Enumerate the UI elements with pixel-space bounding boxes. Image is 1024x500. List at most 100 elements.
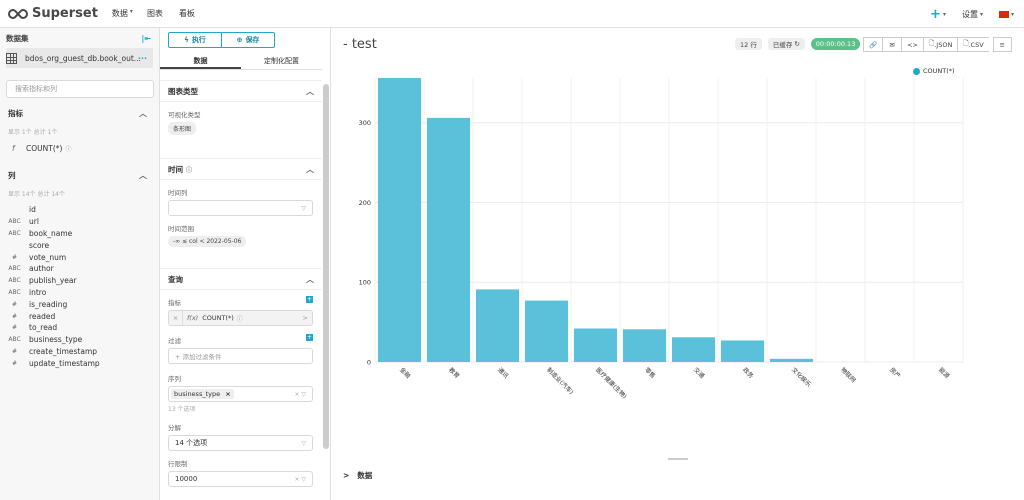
bar[interactable] — [475, 289, 520, 362]
add-metric-icon[interactable]: + — [306, 296, 313, 303]
run-label: 执行 — [191, 36, 206, 44]
column-item[interactable]: # create_timestamp — [0, 346, 159, 358]
x-tick-label: 文化娱乐 — [790, 366, 813, 389]
duration-badge: 00:00:00.13 — [810, 38, 861, 50]
new-plus-icon[interactable]: + — [930, 6, 941, 22]
resize-handle[interactable] — [668, 458, 688, 460]
more-options-icon[interactable]: ··· — [137, 53, 147, 63]
column-item[interactable]: ABC book_name — [0, 228, 159, 240]
column-item[interactable]: ABC business_type — [0, 334, 159, 346]
tab-data[interactable]: 数据 — [160, 52, 241, 69]
data-section-toggle[interactable]: > 数据 — [343, 470, 372, 481]
x-tick-label: 教育 — [447, 366, 461, 380]
bar[interactable] — [622, 329, 667, 362]
series-select[interactable]: business_type × × ▽ — [168, 386, 313, 402]
bar[interactable] — [377, 78, 422, 362]
file-icon: 🗋 — [963, 39, 969, 47]
metrics-field-text: 指标 — [168, 299, 181, 307]
series-tag: business_type × — [171, 389, 234, 399]
chart-type-header[interactable]: 图表类型 ︿ — [160, 80, 322, 102]
remove-icon[interactable]: × — [169, 311, 183, 325]
columns-section-header[interactable]: 列 ︿ — [0, 165, 159, 185]
info-icon[interactable]: ⓘ — [186, 166, 193, 174]
embed-code-icon[interactable]: <> — [901, 37, 923, 52]
column-item[interactable]: # is_reading — [0, 298, 159, 310]
metric-select[interactable]: × f(x) COUNT(*) ⓘ > — [168, 310, 313, 326]
column-type-icon: # — [11, 347, 18, 355]
time-column-select[interactable]: ▽ — [168, 200, 313, 216]
metrics-hint: 显示 1个 总计 1个 — [8, 129, 58, 136]
metric-value: COUNT(*) — [202, 314, 234, 322]
bar[interactable] — [573, 328, 618, 362]
breakdown-select[interactable]: 14 个选项 ▽ — [168, 435, 313, 451]
column-item[interactable]: id — [0, 204, 159, 216]
json-label: .JSON — [934, 40, 953, 49]
superset-logo[interactable]: Superset — [8, 6, 98, 21]
settings-menu[interactable]: 设置 — [961, 9, 978, 19]
dataset-selector[interactable]: bdos_org_guest_db.book_out... ··· — [6, 48, 153, 68]
column-item[interactable]: score — [0, 239, 159, 251]
metrics-label: 指标 — [8, 108, 23, 118]
column-item[interactable]: # to_read — [0, 322, 159, 334]
table-icon — [6, 52, 17, 64]
column-item[interactable]: ABC author — [0, 263, 159, 275]
top-navbar: Superset 数据 ▾ 图表 看板 + ▾ 设置 ▾ ▾ — [0, 0, 1024, 28]
x-tick-label: 房产 — [888, 366, 902, 380]
cached-badge[interactable]: 已缓存 ↻ — [767, 38, 805, 50]
column-item[interactable]: ABC url — [0, 216, 159, 228]
save-button[interactable]: ⊕ 保存 — [222, 32, 275, 48]
search-input[interactable]: 搜索指标和列 — [6, 80, 154, 98]
column-item[interactable]: ABC intro — [0, 287, 159, 299]
tab-customize[interactable]: 定制化配置 — [264, 57, 299, 65]
link-icon[interactable]: 🔗 — [863, 37, 883, 52]
column-name: update_timestamp — [29, 358, 100, 368]
metric-name: COUNT(*) — [26, 144, 63, 153]
bar[interactable] — [720, 340, 765, 362]
chevron-right-icon: > — [302, 314, 308, 322]
column-item[interactable]: # vote_num — [0, 251, 159, 263]
chart-title[interactable]: - test — [343, 37, 377, 52]
info-icon[interactable]: ⓘ — [236, 315, 243, 323]
time-header[interactable]: 时间 ⓘ ︿ — [160, 158, 322, 180]
time-title: 时间 — [168, 164, 183, 174]
metric-item[interactable]: f COUNT(*) ⓘ — [0, 144, 159, 153]
scrollbar[interactable] — [323, 84, 329, 449]
row-limit-select[interactable]: 10000 × ▽ — [168, 471, 313, 487]
bar[interactable] — [426, 117, 471, 363]
run-button[interactable]: ϟ 执行 — [168, 32, 222, 48]
column-item[interactable]: ABC publish_year — [0, 275, 159, 287]
filters-input[interactable]: + 添加过滤条件 — [168, 348, 313, 364]
menu-icon[interactable]: ≡ — [992, 37, 1012, 52]
column-type-icon: # — [11, 312, 18, 320]
remove-icon[interactable]: × — [225, 390, 231, 398]
email-icon[interactable]: ✉ — [882, 37, 902, 52]
viz-type-label: 可视化类型 — [168, 111, 201, 119]
column-item[interactable]: # update_timestamp — [0, 357, 159, 369]
nav-dashboards[interactable]: 看板 — [178, 9, 195, 18]
column-item[interactable]: # readed — [0, 310, 159, 322]
bar[interactable] — [671, 337, 716, 362]
column-name: to_read — [29, 323, 58, 333]
collapse-panel-icon[interactable]: |⇤ — [141, 33, 151, 43]
bar[interactable] — [524, 300, 569, 362]
time-range-chip[interactable]: -∞ ≤ col < 2022-05-06 — [168, 236, 247, 247]
viz-type-chip[interactable]: 条形图 — [168, 122, 197, 135]
bar[interactable] — [769, 358, 814, 362]
row-limit-value: 10000 — [175, 475, 198, 483]
chart-legend[interactable]: COUNT(*) — [913, 67, 955, 75]
language-flag-icon[interactable] — [998, 10, 1009, 18]
info-icon[interactable]: ⓘ — [65, 146, 72, 153]
column-name: book_name — [29, 228, 73, 238]
export-csv-button[interactable]: 🗋 .CSV — [957, 37, 989, 52]
add-filter-icon[interactable]: + — [306, 334, 313, 341]
x-tick-label: 物联网 — [839, 366, 857, 384]
x-tick-label: 交通 — [692, 366, 706, 380]
metrics-section-header[interactable]: 指标 ︿ — [0, 103, 159, 123]
breakdown-label: 分解 — [168, 424, 181, 432]
nav-data[interactable]: 数据 — [111, 9, 128, 18]
nav-charts[interactable]: 图表 — [146, 9, 163, 18]
query-header[interactable]: 查询 ︿ — [160, 268, 322, 290]
control-panel: ϟ 执行 ⊕ 保存 数据 定制化配置 图表类型 ︿ 可视化类型 条形图 时间 ⓘ ︿… — [160, 28, 331, 500]
dataset-header: 数据集 |⇤ — [0, 28, 159, 48]
export-json-button[interactable]: 🗋 .JSON — [923, 37, 958, 52]
